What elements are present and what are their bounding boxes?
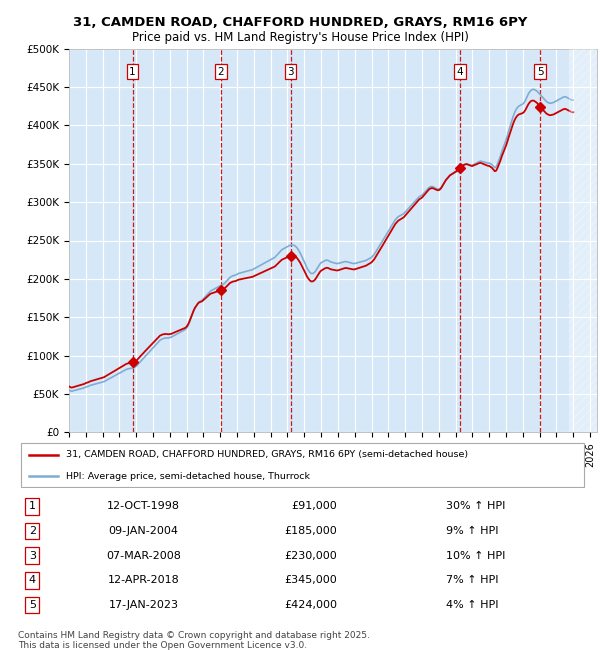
Text: 7% ↑ HPI: 7% ↑ HPI bbox=[445, 575, 498, 586]
Text: £424,000: £424,000 bbox=[284, 600, 337, 610]
Text: Price paid vs. HM Land Registry's House Price Index (HPI): Price paid vs. HM Land Registry's House … bbox=[131, 31, 469, 44]
Text: 12-APR-2018: 12-APR-2018 bbox=[107, 575, 179, 586]
Text: 07-MAR-2008: 07-MAR-2008 bbox=[106, 551, 181, 561]
Text: 9% ↑ HPI: 9% ↑ HPI bbox=[445, 526, 498, 536]
Text: 31, CAMDEN ROAD, CHAFFORD HUNDRED, GRAYS, RM16 6PY: 31, CAMDEN ROAD, CHAFFORD HUNDRED, GRAYS… bbox=[73, 16, 527, 29]
Text: HPI: Average price, semi-detached house, Thurrock: HPI: Average price, semi-detached house,… bbox=[67, 472, 310, 480]
Text: 3: 3 bbox=[29, 551, 36, 561]
Text: 12-OCT-1998: 12-OCT-1998 bbox=[107, 501, 180, 512]
Text: 3: 3 bbox=[287, 67, 294, 77]
Text: 5: 5 bbox=[29, 600, 36, 610]
Text: 09-JAN-2004: 09-JAN-2004 bbox=[109, 526, 178, 536]
Text: 1: 1 bbox=[29, 501, 36, 512]
Text: 17-JAN-2023: 17-JAN-2023 bbox=[109, 600, 178, 610]
FancyBboxPatch shape bbox=[21, 443, 584, 487]
Text: 4: 4 bbox=[29, 575, 36, 586]
Text: 5: 5 bbox=[537, 67, 544, 77]
Bar bbox=[569, 49, 597, 432]
Text: £230,000: £230,000 bbox=[284, 551, 337, 561]
Text: 4: 4 bbox=[457, 67, 464, 77]
Text: 10% ↑ HPI: 10% ↑ HPI bbox=[445, 551, 505, 561]
Text: 1: 1 bbox=[129, 67, 136, 77]
Text: £185,000: £185,000 bbox=[284, 526, 337, 536]
Text: 4% ↑ HPI: 4% ↑ HPI bbox=[445, 600, 498, 610]
Text: 31, CAMDEN ROAD, CHAFFORD HUNDRED, GRAYS, RM16 6PY (semi-detached house): 31, CAMDEN ROAD, CHAFFORD HUNDRED, GRAYS… bbox=[67, 450, 469, 460]
Text: Contains HM Land Registry data © Crown copyright and database right 2025.
This d: Contains HM Land Registry data © Crown c… bbox=[18, 630, 370, 650]
Text: 2: 2 bbox=[29, 526, 36, 536]
Text: £91,000: £91,000 bbox=[292, 501, 337, 512]
Text: £345,000: £345,000 bbox=[284, 575, 337, 586]
Text: 30% ↑ HPI: 30% ↑ HPI bbox=[445, 501, 505, 512]
Text: 2: 2 bbox=[217, 67, 224, 77]
